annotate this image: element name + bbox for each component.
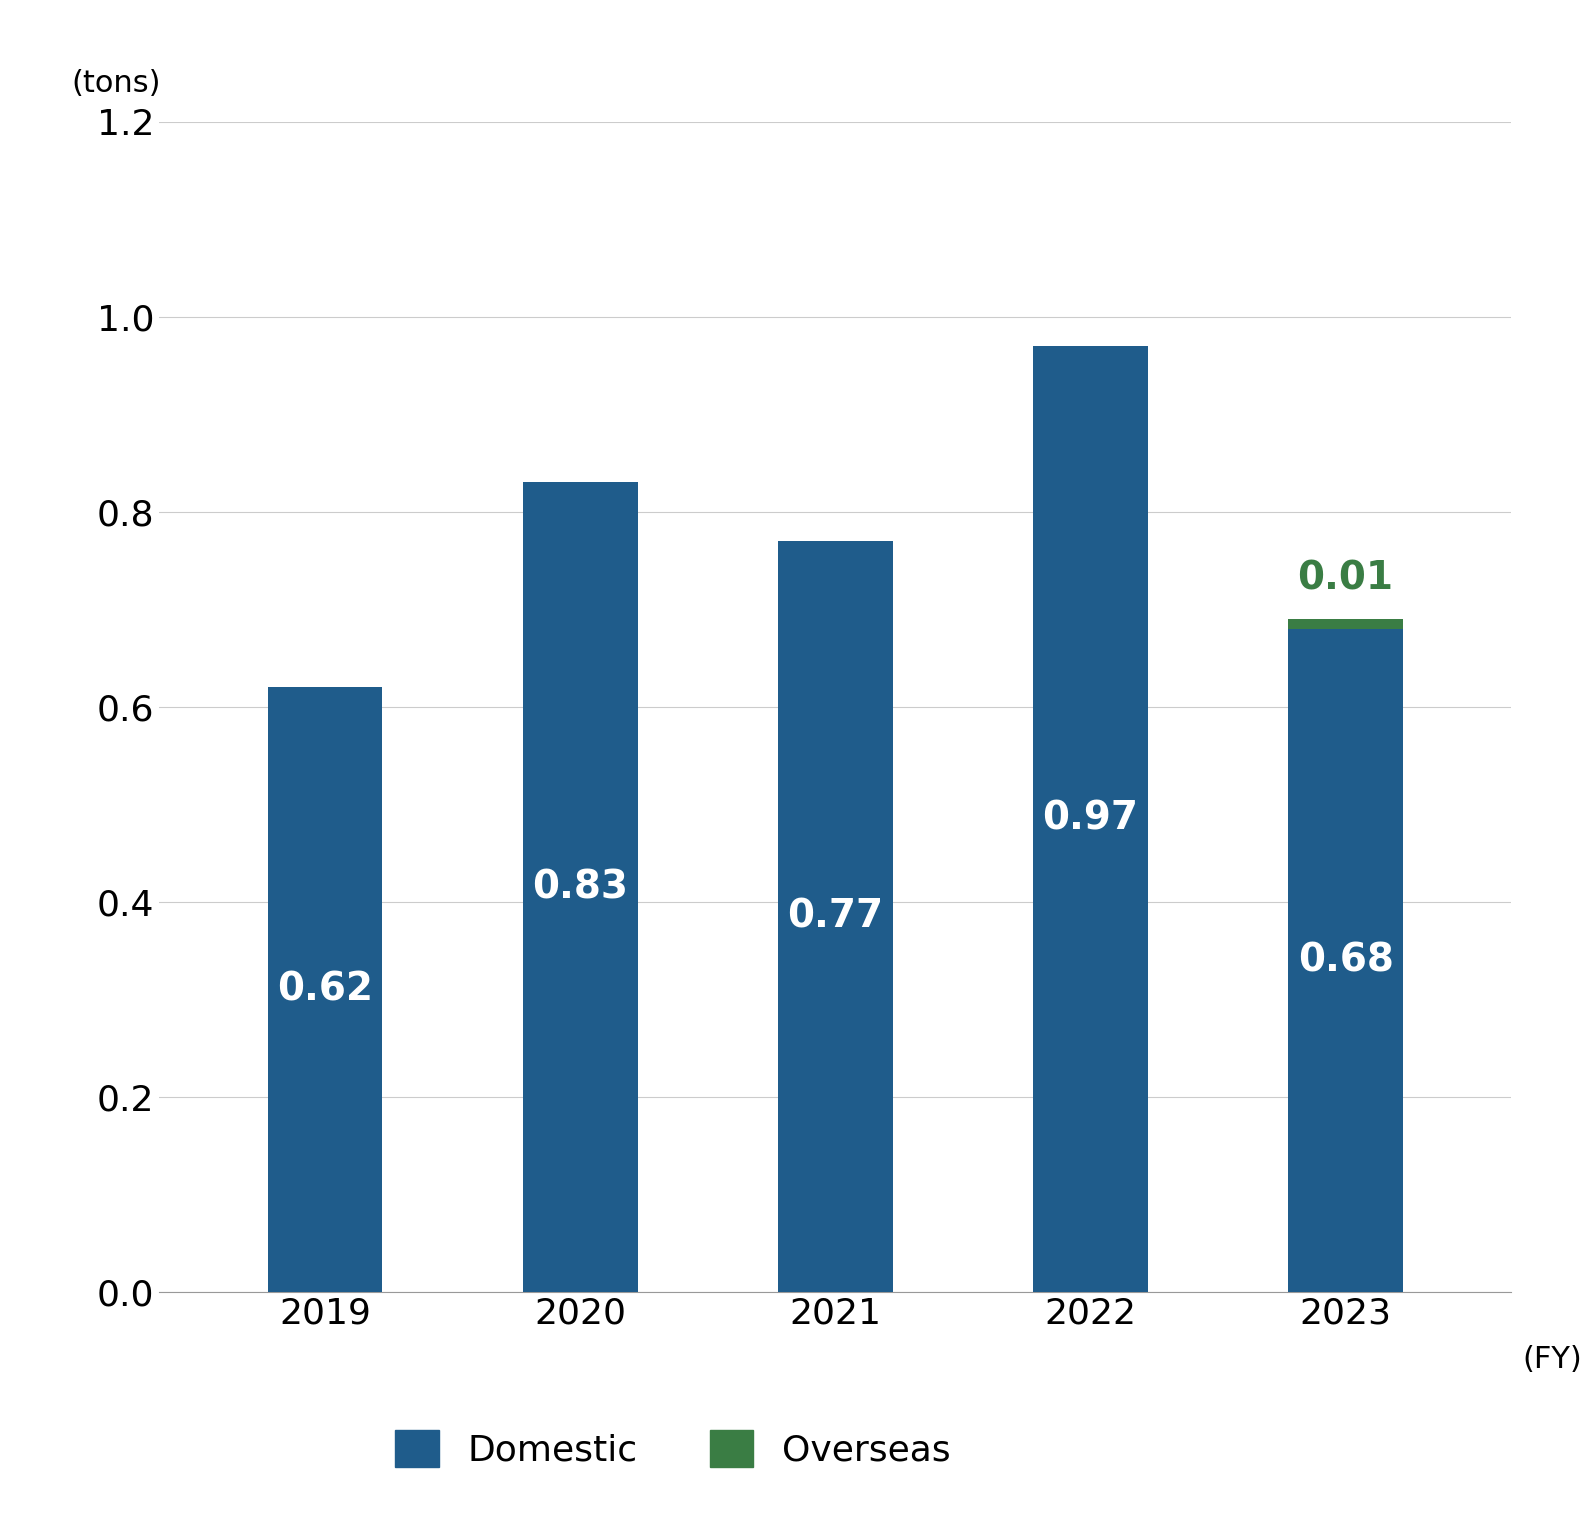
Text: 0.62: 0.62 [277, 971, 372, 1009]
Bar [778, 541, 893, 1292]
Legend: Domestic, Overseas: Domestic, Overseas [380, 1415, 966, 1482]
Text: (FY): (FY) [1523, 1345, 1583, 1374]
Bar [1289, 619, 1403, 629]
Text: 0.77: 0.77 [788, 897, 883, 935]
Bar [1033, 347, 1147, 1292]
Text: 0.83: 0.83 [531, 868, 628, 906]
Text: 0.68: 0.68 [1298, 941, 1394, 979]
Text: 0.97: 0.97 [1042, 800, 1139, 838]
Bar [523, 482, 638, 1292]
Text: 0.01: 0.01 [1298, 559, 1394, 597]
Bar [1289, 629, 1403, 1292]
Text: (tons): (tons) [72, 70, 161, 99]
Bar [267, 687, 382, 1292]
